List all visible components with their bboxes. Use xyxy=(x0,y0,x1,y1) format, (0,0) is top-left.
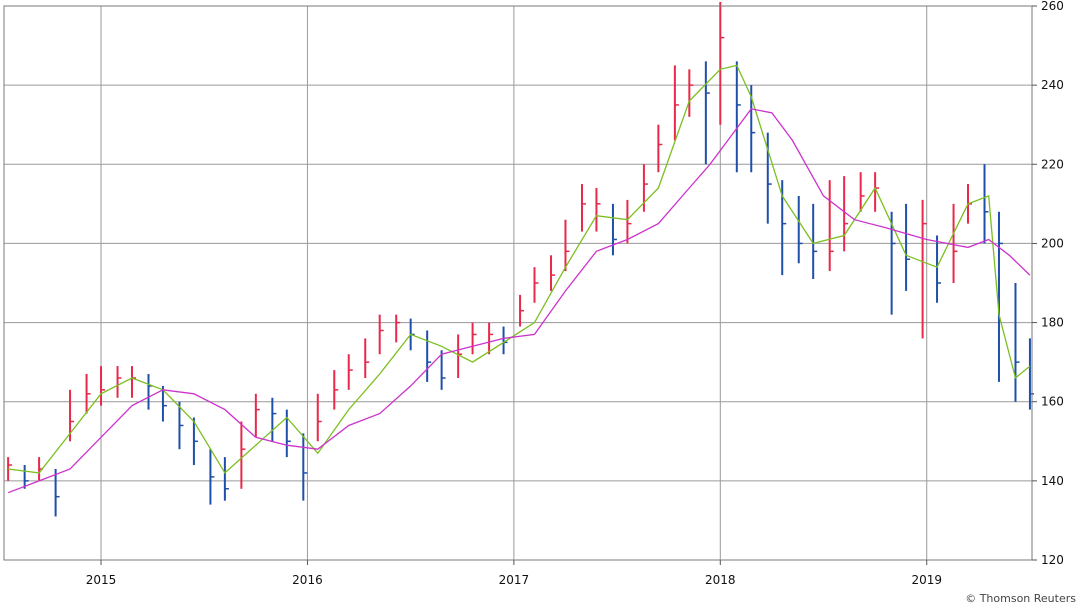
price-bars xyxy=(7,2,1034,517)
plot-frame xyxy=(3,5,1033,561)
y-tick-label: 260 xyxy=(1041,0,1064,13)
series-line xyxy=(7,108,1031,494)
gridlines xyxy=(4,5,1032,561)
y-tick-label: 240 xyxy=(1041,78,1064,92)
source-credit: © Thomson Reuters xyxy=(965,592,1076,605)
y-tick-label: 200 xyxy=(1041,236,1064,250)
x-tick-label: 2015 xyxy=(86,573,117,587)
moving-average-lines xyxy=(7,64,1031,494)
y-tick-label: 220 xyxy=(1041,157,1064,171)
y-tick-label: 160 xyxy=(1041,395,1064,409)
y-tick-label: 120 xyxy=(1041,553,1064,567)
x-tick-label: 2017 xyxy=(499,573,530,587)
x-tick-label: 2018 xyxy=(705,573,736,587)
x-tick-label: 2019 xyxy=(911,573,942,587)
series-line xyxy=(8,64,1031,474)
y-tick-label: 140 xyxy=(1041,474,1064,488)
x-tick-label: 2016 xyxy=(292,573,323,587)
y-tick-label: 180 xyxy=(1041,316,1064,330)
axes: 120 140 160 180 200 220 240 260 2015 2016 2017 2018… xyxy=(86,0,1064,587)
